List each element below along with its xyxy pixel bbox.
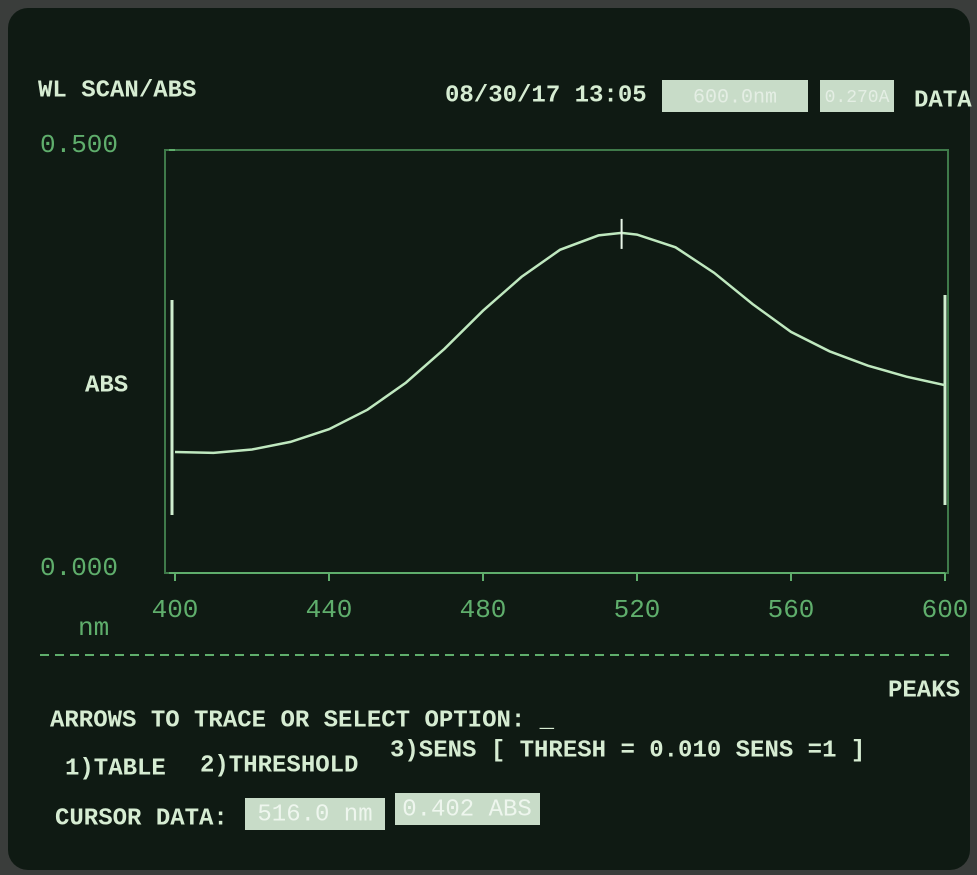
x-tick-label: 520: [614, 595, 661, 625]
x-tick-label: 600: [922, 595, 969, 625]
y-axis-label: ABS: [85, 372, 128, 399]
mode: DATA: [914, 87, 972, 114]
cursor-label: CURSOR DATA:: [55, 805, 228, 832]
y-tick-label: 0.500: [40, 130, 118, 160]
datetime: 08/30/17 13:05: [445, 82, 647, 109]
option: 1)TABLE: [65, 755, 166, 782]
y-tick-label: 0.000: [40, 553, 118, 583]
x-tick-label: 440: [306, 595, 353, 625]
prompt: ARROWS TO TRACE OR SELECT OPTION: _: [50, 707, 555, 734]
option: 2)THRESHOLD: [200, 752, 358, 779]
cursor-value: 0.402 ABS: [402, 796, 532, 823]
x-axis-label: nm: [78, 613, 109, 643]
option: 3)SENS [ THRESH = 0.010 SENS =1 ]: [390, 737, 865, 764]
x-tick-label: 480: [460, 595, 507, 625]
wavelength-value: 600.0nm: [693, 86, 777, 109]
x-tick-label: 560: [768, 595, 815, 625]
title: WL SCAN/ABS: [38, 77, 196, 104]
cursor-x: 516.0 nm: [257, 801, 372, 828]
screen: WL SCAN/ABS 08/30/17 13:05 600.0nm 0.270…: [0, 0, 977, 875]
abs-value: 0.270A: [825, 88, 890, 108]
x-tick-label: 400: [152, 595, 199, 625]
menu-title: PEAKS: [888, 677, 960, 704]
